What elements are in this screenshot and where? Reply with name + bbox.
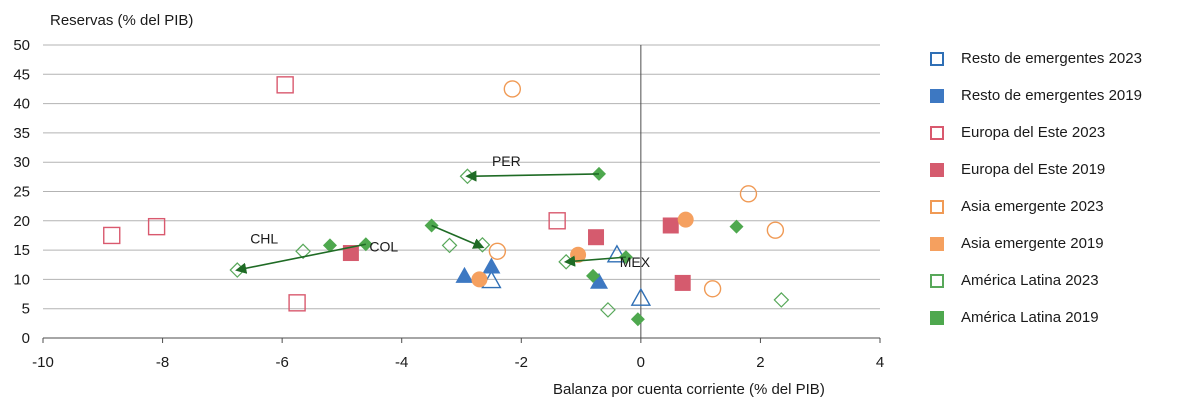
asia-emergente-2023-point xyxy=(488,242,507,260)
legend-marker xyxy=(930,199,944,214)
y-tick-label: 10 xyxy=(13,271,30,288)
y-tick-label: 50 xyxy=(13,37,30,54)
legend-marker xyxy=(930,273,944,288)
y-tick-label: 45 xyxy=(13,66,30,83)
legend-label: América Latina 2019 xyxy=(961,309,1099,326)
change-arrow xyxy=(235,243,367,274)
asia-emergente-2019-point xyxy=(677,211,694,228)
legend-label: Europa del Este 2023 xyxy=(961,124,1106,141)
country-label: COL xyxy=(369,239,398,255)
y-tick-label: 15 xyxy=(13,242,30,259)
asia-emergente-2023-point xyxy=(703,280,722,298)
am-rica-latina-2023-point xyxy=(441,237,458,254)
y-axis-label: Reservas (% del PIB) xyxy=(50,12,194,29)
am-rica-latina-2019-point xyxy=(630,312,645,327)
legend-marker xyxy=(930,236,944,251)
resto-de-emergentes-2019-point xyxy=(482,257,501,274)
asia-emergente-2023-point xyxy=(739,185,758,203)
legend-marker xyxy=(930,51,944,66)
europa-del-este-2023-point xyxy=(288,294,306,312)
legend: Resto de emergentes 2023 Resto de emergen… xyxy=(930,40,1193,336)
asia-emergente-2019-point xyxy=(471,271,488,288)
resto-de-emergentes-2023-point xyxy=(606,244,628,263)
europa-del-este-2023-point xyxy=(147,217,166,236)
europa-del-este-2019-point xyxy=(342,245,359,262)
y-tick-label: 20 xyxy=(13,213,30,230)
y-tick-label: 5 xyxy=(22,301,30,318)
change-arrow xyxy=(431,224,485,249)
europa-del-este-2019-point xyxy=(662,217,679,234)
x-tick-label: 0 xyxy=(637,354,645,371)
am-rica-latina-2019-point xyxy=(322,238,337,253)
y-tick-label: 0 xyxy=(22,330,30,347)
europa-del-este-2023-point xyxy=(548,212,566,230)
legend-marker xyxy=(930,125,944,140)
legend-item: América Latina 2019 xyxy=(930,299,1193,336)
legend-label: Asia emergente 2023 xyxy=(961,198,1104,215)
legend-label: Resto de emergentes 2019 xyxy=(961,87,1142,104)
resto-de-emergentes-2019-point xyxy=(590,272,609,289)
x-tick-label: -10 xyxy=(32,354,54,371)
europa-del-este-2019-point xyxy=(674,274,691,291)
x-tick-label: 4 xyxy=(876,354,884,371)
am-rica-latina-2019-point xyxy=(729,219,744,234)
europa-del-este-2023-point xyxy=(103,226,121,245)
legend-label: Resto de emergentes 2023 xyxy=(961,50,1142,67)
legend-label: América Latina 2023 xyxy=(961,272,1099,289)
change-arrow xyxy=(465,170,600,182)
legend-item: Europa del Este 2023 xyxy=(930,114,1193,151)
y-tick-label: 35 xyxy=(13,125,30,142)
x-tick-label: 2 xyxy=(756,354,764,371)
legend-item: Asia emergente 2023 xyxy=(930,188,1193,225)
legend-marker xyxy=(930,88,944,103)
x-axis-label: Balanza por cuenta corriente (% del PIB) xyxy=(553,381,825,398)
x-tick-label: -6 xyxy=(275,354,288,371)
legend-marker xyxy=(930,162,944,177)
asia-emergente-2023-point xyxy=(503,80,522,98)
country-label: CHL xyxy=(250,230,278,246)
legend-item: Resto de emergentes 2019 xyxy=(930,77,1193,114)
resto-de-emergentes-2019-point xyxy=(455,266,474,283)
legend-item: Asia emergente 2019 xyxy=(930,225,1193,262)
europa-del-este-2019-point xyxy=(588,229,605,246)
asia-emergente-2023-point xyxy=(766,221,785,239)
legend-label: Asia emergente 2019 xyxy=(961,235,1104,252)
am-rica-latina-2023-point xyxy=(295,243,311,260)
legend-item: Resto de emergentes 2023 xyxy=(930,40,1193,77)
am-rica-latina-2023-point xyxy=(773,292,790,308)
legend-label: Europa del Este 2019 xyxy=(961,161,1106,178)
scatter-chart: 0 5 10 15 20 25 30 35 40 45 50 -10 -8 -6 -4 -2 0 2 4 PER CHL… xyxy=(13,37,884,371)
x-tick-label: -8 xyxy=(156,354,169,371)
y-tick-label: 40 xyxy=(13,96,30,113)
resto-de-emergentes-2023-point xyxy=(630,287,652,306)
legend-item: Europa del Este 2019 xyxy=(930,151,1193,188)
am-rica-latina-2019-point xyxy=(586,268,601,283)
x-tick-label: -4 xyxy=(395,354,408,371)
legend-item: América Latina 2023 xyxy=(930,262,1193,299)
change-arrow xyxy=(563,255,626,267)
country-label: PER xyxy=(492,153,521,169)
y-tick-label: 25 xyxy=(13,184,30,201)
europa-del-este-2023-point xyxy=(276,76,294,94)
country-label: MEX xyxy=(620,254,651,270)
am-rica-latina-2023-point xyxy=(600,302,616,318)
y-tick-label: 30 xyxy=(13,154,30,171)
legend-marker xyxy=(930,310,944,325)
x-tick-label: -2 xyxy=(515,354,528,371)
